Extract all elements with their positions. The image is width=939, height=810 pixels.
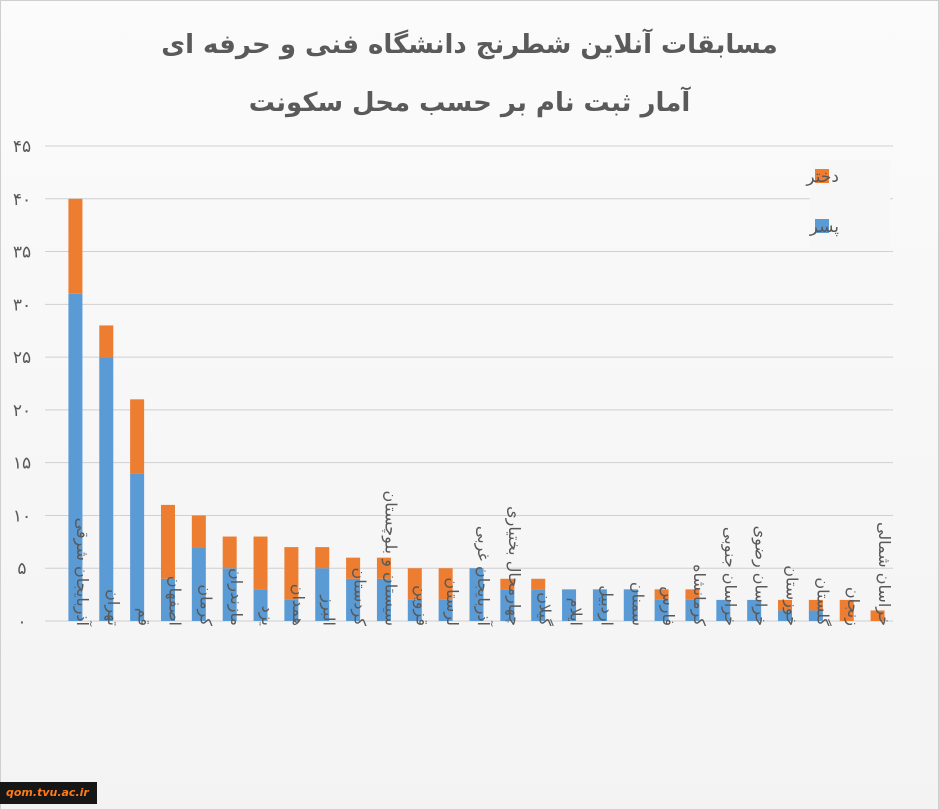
bar-boys — [99, 357, 114, 621]
x-category-label: چهارمحال بختیاری — [504, 506, 524, 626]
x-category-label: کرمان — [195, 584, 215, 626]
x-category-label: آذربایجان شرقی — [72, 518, 92, 628]
legend-swatch-boys — [815, 219, 829, 233]
bar-boys — [654, 599, 669, 621]
bar-boys — [500, 589, 515, 621]
bar-boys — [191, 547, 206, 621]
bar-boys — [592, 589, 607, 621]
x-category-label: همدان — [289, 584, 308, 626]
x-category-label: مازندران — [226, 568, 246, 626]
y-tick-label: ۱۰ — [13, 506, 31, 526]
bar-girls — [808, 599, 823, 611]
x-category-label: خراسان شمالی — [874, 522, 894, 626]
bar-girls — [654, 589, 669, 600]
bar-girls — [99, 325, 114, 358]
bar-boys — [253, 589, 268, 621]
bar-boys — [562, 589, 577, 621]
bar-boys — [778, 610, 793, 621]
bar-boys — [68, 293, 83, 621]
x-category-label: فارس — [658, 586, 678, 626]
bar-girls — [839, 599, 854, 621]
bar-boys — [284, 599, 299, 621]
bar-boys — [747, 599, 762, 621]
x-category-label: گلستان — [813, 577, 832, 626]
x-category-label: سمنان — [628, 582, 647, 626]
y-tick-label: ۰ — [17, 612, 26, 632]
y-tick-label: ۲۵ — [13, 348, 31, 368]
y-tick-label: ۲۰ — [13, 401, 31, 421]
x-category-label: اصفهان — [164, 576, 184, 626]
bar-girls — [130, 399, 145, 474]
bar-girls — [531, 578, 546, 590]
y-tick-label: ۵ — [17, 559, 26, 579]
x-category-label: قم — [135, 608, 154, 626]
bar-girls — [191, 515, 206, 548]
x-category-label: گیلان — [536, 592, 555, 626]
bar-girls — [253, 536, 268, 590]
bar-girls — [160, 504, 175, 579]
bar-girls — [438, 568, 453, 600]
y-tick-label: ۱۵ — [13, 454, 31, 474]
bar-girls — [407, 568, 422, 600]
x-category-label: زنجان — [843, 587, 863, 626]
bar-girls — [284, 547, 299, 600]
bar-boys — [716, 599, 731, 621]
bar-girls — [376, 557, 391, 579]
bar-boys — [808, 610, 823, 621]
bar-girls — [778, 599, 793, 611]
legend-label-boys: پسر — [809, 217, 840, 237]
bar-boys — [685, 599, 700, 621]
bar-girls — [68, 198, 83, 294]
bar-boys — [376, 578, 391, 621]
x-category-label: یزد — [257, 606, 277, 626]
bar-boys — [346, 578, 361, 621]
legend-label-girls: دختر — [805, 167, 839, 187]
bar-girls — [315, 547, 330, 569]
y-tick-label: ۴۵ — [13, 137, 31, 157]
bar-girls — [500, 578, 515, 590]
bar-girls — [685, 589, 700, 600]
x-category-label: سیستان و بلوچستان — [380, 491, 400, 627]
y-tick-label: ۴۰ — [13, 190, 31, 210]
chart-subtitle: آمار ثبت نام بر حسب محل سکونت — [248, 88, 691, 118]
x-category-label: خراسان جنوبی — [720, 527, 740, 626]
x-category-label: کردستان — [350, 568, 370, 627]
y-tick-label: ۳۵ — [13, 243, 31, 263]
bar-girls — [346, 557, 361, 579]
bar-girls — [870, 610, 885, 621]
x-category-label: خوزستان — [782, 565, 802, 626]
bar-boys — [160, 578, 175, 621]
y-tick-label: ۳۰ — [13, 295, 31, 315]
bar-boys — [222, 568, 237, 621]
watermark: qom.tvu.ac.ir — [0, 782, 97, 804]
x-category-label: خراسان رضوی — [751, 526, 771, 626]
bar-boys — [438, 599, 453, 621]
bar-boys — [623, 589, 638, 621]
bar-boys — [531, 589, 546, 621]
x-category-label: تهران — [103, 589, 123, 626]
bar-boys — [130, 473, 145, 621]
bar-boys — [315, 568, 330, 621]
chart-title: مسابقات آنلاین شطرنج دانشگاه فنی و حرفه … — [161, 30, 778, 60]
x-category-label: ایلام — [567, 598, 586, 626]
x-category-label: البرز — [319, 594, 339, 626]
x-category-label: اردبیل — [596, 585, 616, 626]
x-category-label: کرمانشاه — [689, 564, 709, 626]
bar-girls — [222, 536, 237, 569]
x-category-label: لرستان — [442, 577, 462, 626]
legend-swatch-girls — [815, 169, 829, 183]
bar-boys — [469, 568, 484, 621]
x-category-label: قزوین — [411, 585, 431, 626]
x-category-label: آذربایجان غربی — [473, 526, 493, 628]
bar-boys — [407, 599, 422, 621]
